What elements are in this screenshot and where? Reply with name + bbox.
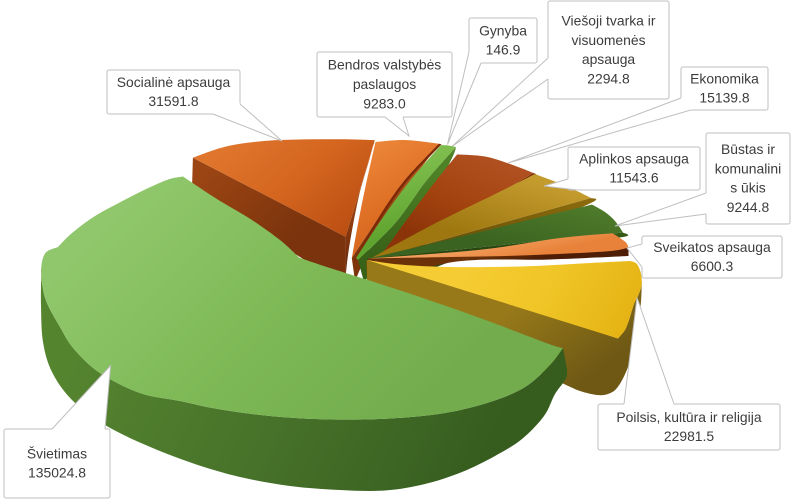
- svg-text:6600.3: 6600.3: [691, 258, 734, 274]
- svg-text:visuomenės: visuomenės: [571, 32, 645, 48]
- svg-text:11543.6: 11543.6: [609, 170, 658, 186]
- svg-text:2294.8: 2294.8: [587, 71, 630, 87]
- svg-text:Gynyba: Gynyba: [479, 22, 527, 38]
- svg-text:22981.5: 22981.5: [664, 428, 714, 444]
- svg-text:31591.8: 31591.8: [148, 93, 198, 109]
- svg-text:komunalini: komunalini: [715, 160, 781, 176]
- svg-text:Aplinkos apsauga: Aplinkos apsauga: [579, 150, 689, 166]
- svg-text:146.9: 146.9: [486, 42, 521, 58]
- svg-text:9244.8: 9244.8: [727, 199, 770, 215]
- svg-text:Sveikatos apsauga: Sveikatos apsauga: [653, 239, 771, 255]
- svg-text:15139.8: 15139.8: [699, 90, 749, 106]
- svg-text:s ūkis: s ūkis: [730, 180, 766, 196]
- svg-text:Būstas ir: Būstas ir: [721, 141, 775, 157]
- svg-text:Ekonomika: Ekonomika: [690, 70, 759, 86]
- svg-text:Viešoji tvarka ir: Viešoji tvarka ir: [562, 12, 656, 28]
- svg-text:Poilsis, kultūra ir religija: Poilsis, kultūra ir religija: [616, 409, 761, 425]
- svg-text:Švietimas: Švietimas: [27, 445, 87, 461]
- svg-text:apsauga: apsauga: [582, 51, 636, 67]
- svg-text:paslaugos: paslaugos: [353, 76, 416, 92]
- svg-text:Bendros valstybės: Bendros valstybės: [328, 57, 442, 73]
- svg-text:Socialinė apsauga: Socialinė apsauga: [117, 74, 231, 90]
- svg-text:135024.8: 135024.8: [28, 465, 86, 481]
- svg-text:9283.0: 9283.0: [363, 95, 406, 111]
